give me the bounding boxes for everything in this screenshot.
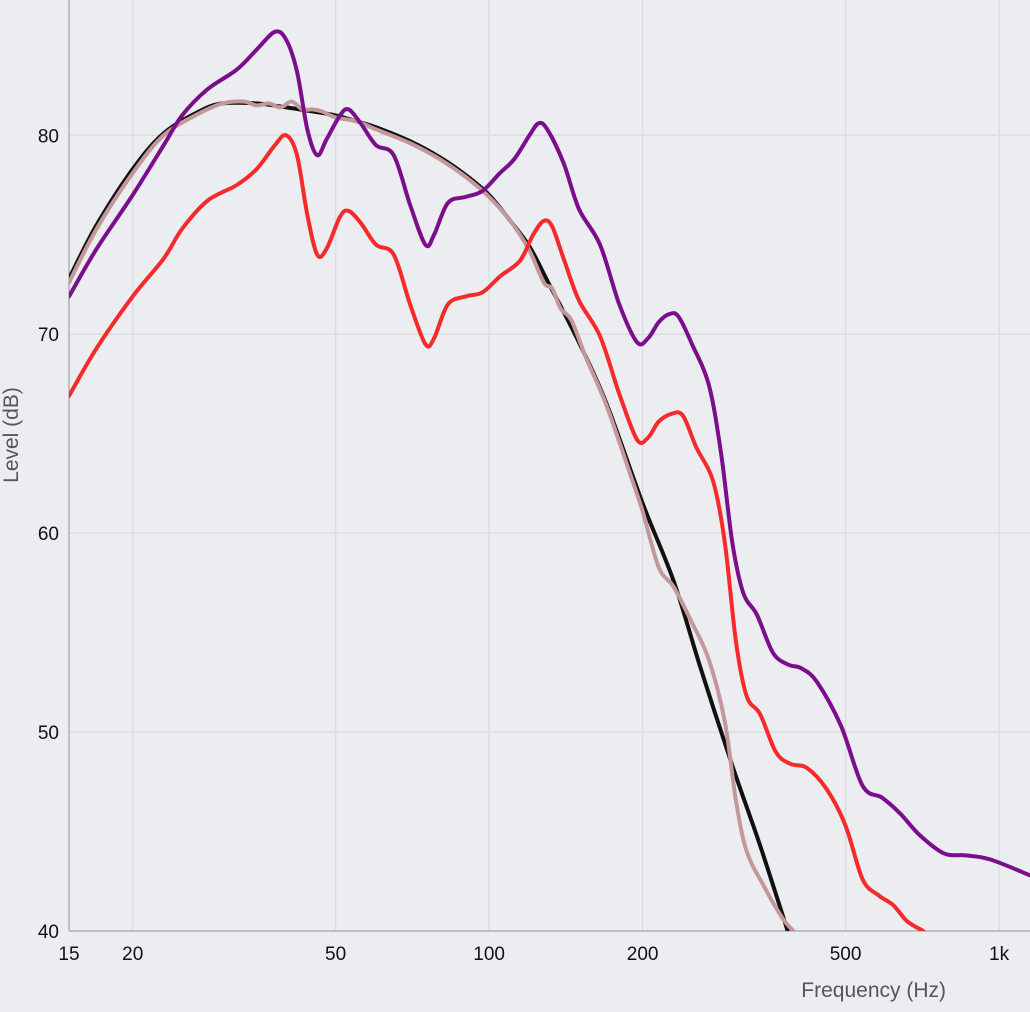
y-axis-title: Level (dB) [0, 387, 23, 483]
x-tick-label: 15 [58, 944, 79, 965]
y-tick-label: 60 [38, 524, 59, 545]
x-tick-label: 100 [473, 944, 505, 965]
x-tick-label: 1k [989, 944, 1010, 965]
x-tick-label: 200 [627, 944, 659, 965]
y-axis-ticks: 40 50 60 70 80 [38, 126, 59, 943]
x-tick-label: 500 [830, 944, 862, 965]
series-line-3 [69, 29, 1030, 878]
x-tick-label: 50 [325, 944, 346, 965]
y-tick-label: 70 [38, 325, 59, 346]
x-axis-title: Frequency (Hz) [801, 979, 946, 1002]
series-line-2 [69, 99, 796, 931]
grid [68, 0, 1030, 932]
x-tick-label: 20 [122, 944, 143, 965]
y-tick-label: 80 [38, 126, 59, 147]
y-tick-label: 50 [38, 723, 59, 744]
x-axis-ticks: 15 20 50 100 200 500 1k [58, 944, 1009, 965]
y-tick-label: 40 [38, 922, 59, 943]
series-line-1 [69, 100, 790, 931]
series-lines [69, 29, 1030, 931]
series-line-4 [69, 133, 926, 931]
